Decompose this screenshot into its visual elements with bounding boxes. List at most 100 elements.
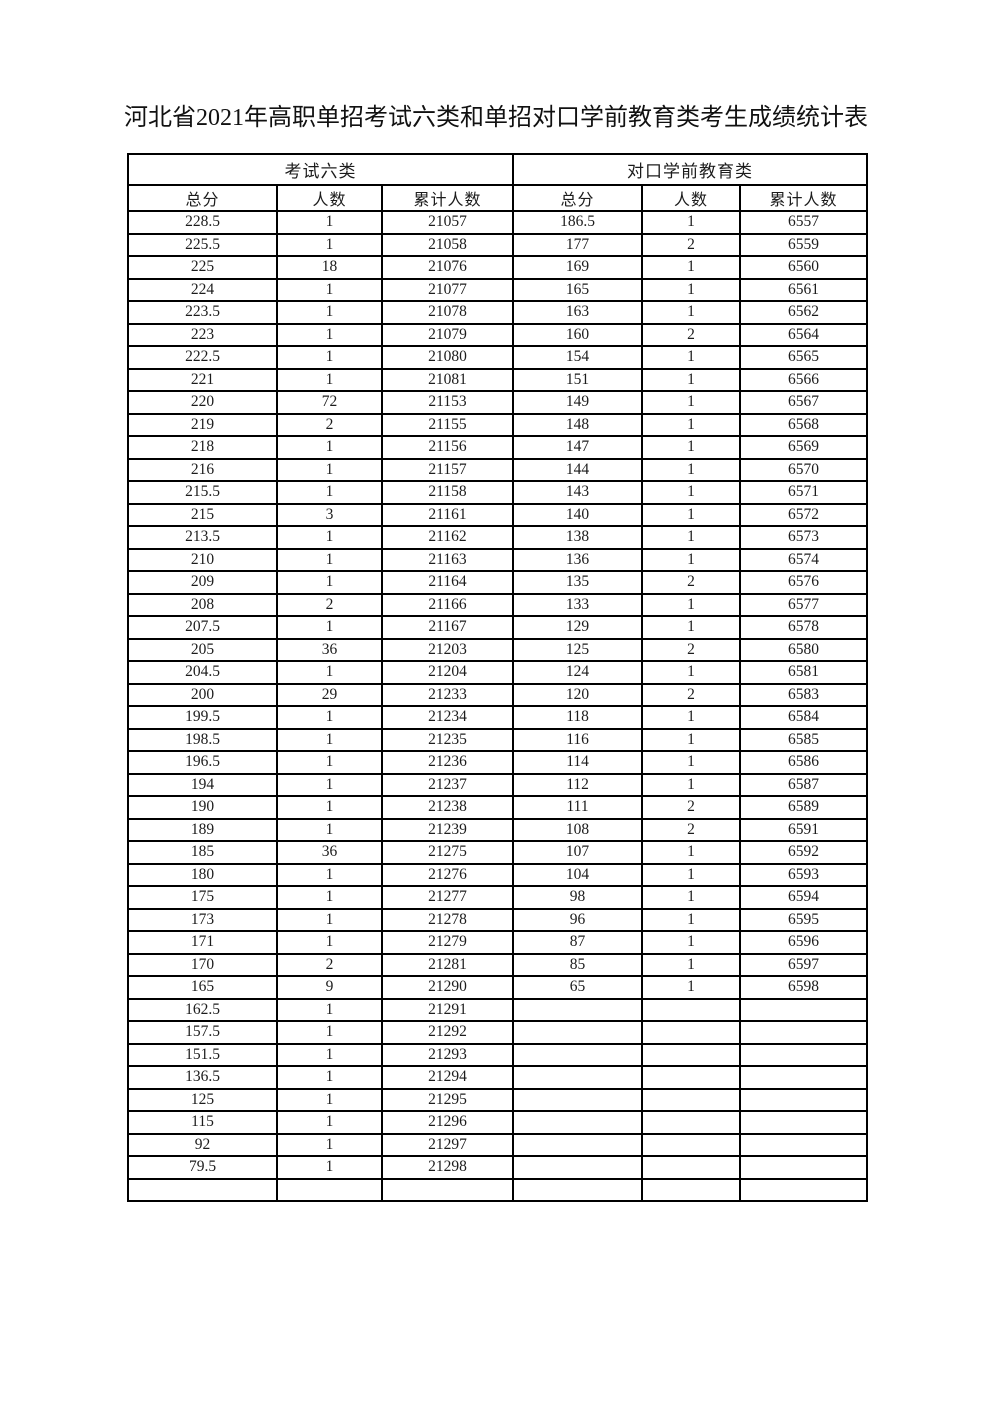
table-cell: 6596 (739, 930, 869, 955)
table-row: 171 1 21279 87 1 6596 (127, 930, 869, 955)
table-cell: 6577 (739, 592, 869, 617)
table-cell: 116 (512, 727, 644, 752)
table-cell: 1 (641, 435, 742, 460)
table-body: 228.5 1 21057 186.5 1 6557 225.5 1 21058 177 2 6559… (127, 210, 869, 1202)
table-cell: 215 (127, 502, 278, 527)
table-cell: 6587 (739, 772, 869, 797)
table-cell: 85 (512, 952, 644, 977)
table-cell: 209 (127, 570, 278, 595)
table-cell: 21294 (380, 1065, 515, 1090)
table-cell: 112 (512, 772, 644, 797)
table-cell (380, 1177, 515, 1202)
table-cell: 189 (127, 817, 278, 842)
table-row: 215 3 21161 140 1 6572 (127, 502, 869, 527)
table-cell: 21236 (380, 750, 515, 775)
table-cell: 1 (641, 907, 742, 932)
table-row: 151.5 1 21293 (127, 1042, 869, 1067)
table-cell: 1 (276, 1087, 383, 1112)
table-row: 199.5 1 21234 118 1 6584 (127, 705, 869, 730)
table-cell: 118 (512, 705, 644, 730)
table-cell: 1 (276, 1042, 383, 1067)
table-cell: 1 (641, 255, 742, 280)
table-cell: 1 (641, 975, 742, 1000)
table-cell (641, 1155, 742, 1180)
table-cell: 170 (127, 952, 278, 977)
table-cell: 6591 (739, 817, 869, 842)
table-cell: 21293 (380, 1042, 515, 1067)
table-cell: 114 (512, 750, 644, 775)
table-cell: 21275 (380, 840, 515, 865)
table-cell: 6570 (739, 457, 869, 482)
table-cell: 222.5 (127, 345, 278, 370)
table-row: 196.5 1 21236 114 1 6586 (127, 750, 869, 775)
table-row: 136.5 1 21294 (127, 1065, 869, 1090)
table-cell: 1 (276, 277, 383, 302)
column-header: 累计人数 (739, 184, 869, 212)
table-cell: 21291 (380, 997, 515, 1022)
column-header: 总分 (512, 184, 644, 212)
table-cell: 1 (641, 727, 742, 752)
table-cell: 204.5 (127, 660, 278, 685)
table-cell: 21279 (380, 930, 515, 955)
page-title: 河北省2021年高职单招考试六类和单招对口学前教育类考生成绩统计表 (124, 105, 868, 131)
table-cell: 1 (276, 750, 383, 775)
table-cell: 1 (641, 930, 742, 955)
table-cell: 1 (641, 862, 742, 887)
table-cell: 196.5 (127, 750, 278, 775)
table-cell: 36 (276, 637, 383, 662)
table-cell: 194 (127, 772, 278, 797)
table-cell: 129 (512, 615, 644, 640)
column-header: 人数 (641, 184, 742, 212)
table-cell: 136 (512, 547, 644, 572)
table-cell: 1 (276, 862, 383, 887)
table-cell: 6597 (739, 952, 869, 977)
table-cell (739, 1042, 869, 1067)
table-cell: 21290 (380, 975, 515, 1000)
table-cell (641, 1132, 742, 1157)
table-cell: 1 (276, 525, 383, 550)
table-cell: 210 (127, 547, 278, 572)
table-cell: 1 (276, 705, 383, 730)
table-cell: 6562 (739, 300, 869, 325)
table-row: 189 1 21239 108 2 6591 (127, 817, 869, 842)
table-cell: 21081 (380, 367, 515, 392)
table-cell: 1 (276, 817, 383, 842)
table-cell: 223 (127, 322, 278, 347)
table-cell: 220 (127, 390, 278, 415)
table-header: 考试六类 对口学前教育类 总分 人数 累计人数 总分 人数 累计人数 (126, 153, 869, 212)
table-cell: 1 (276, 322, 383, 347)
table-cell: 6560 (739, 255, 869, 280)
table-cell: 1 (641, 885, 742, 910)
table-cell: 1 (641, 592, 742, 617)
table-cell (739, 1087, 869, 1112)
table-cell: 1 (641, 952, 742, 977)
table-cell: 180 (127, 862, 278, 887)
table-row: 218 1 21156 147 1 6569 (127, 435, 869, 460)
table-cell: 213.5 (127, 525, 278, 550)
table-cell (512, 1155, 644, 1180)
table-cell: 6566 (739, 367, 869, 392)
table-cell: 9 (276, 975, 383, 1000)
table-row: 198.5 1 21235 116 1 6585 (127, 727, 869, 752)
table-cell (641, 1042, 742, 1067)
table-cell: 21237 (380, 772, 515, 797)
table-cell (512, 1087, 644, 1112)
table-row: 92 1 21297 (127, 1132, 869, 1157)
table-cell: 6572 (739, 502, 869, 527)
table-cell: 21203 (380, 637, 515, 662)
table-cell: 1 (276, 547, 383, 572)
table-cell: 29 (276, 682, 383, 707)
table-cell: 21292 (380, 1020, 515, 1045)
table-row: 222.5 1 21080 154 1 6565 (127, 345, 869, 370)
table-row: 180 1 21276 104 1 6593 (127, 862, 869, 887)
table-cell: 21235 (380, 727, 515, 752)
table-cell: 21204 (380, 660, 515, 685)
table-cell: 157.5 (127, 1020, 278, 1045)
table-cell: 143 (512, 480, 644, 505)
table-cell: 21157 (380, 457, 515, 482)
table-cell: 1 (641, 502, 742, 527)
table-cell: 21155 (380, 412, 515, 437)
table-cell: 2 (276, 412, 383, 437)
table-cell: 65 (512, 975, 644, 1000)
table-cell: 18 (276, 255, 383, 280)
